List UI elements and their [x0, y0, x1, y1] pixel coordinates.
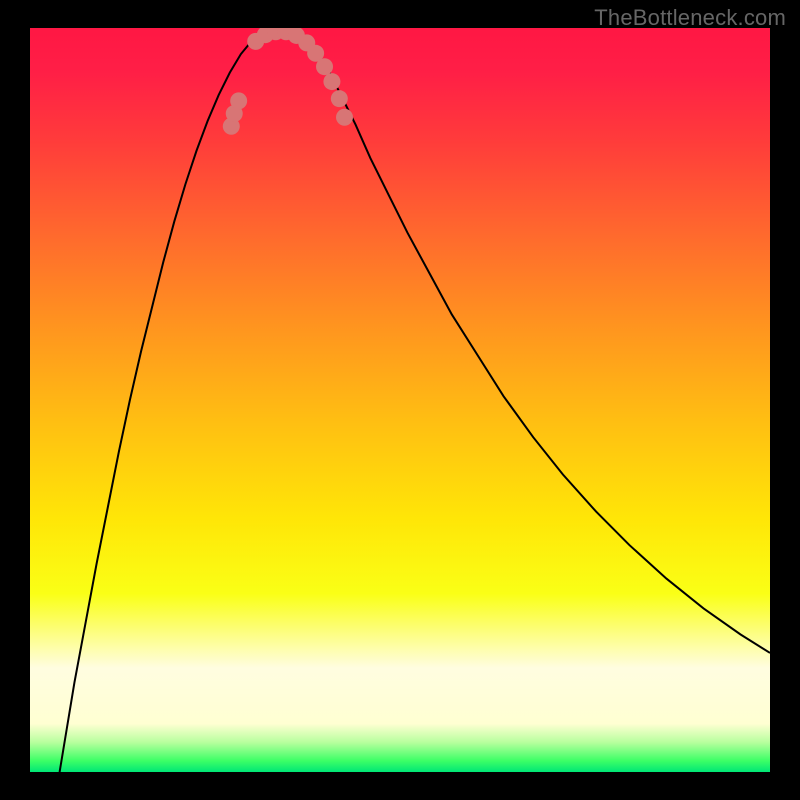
plot-area — [30, 28, 770, 772]
chart-svg — [30, 28, 770, 772]
data-marker — [323, 73, 340, 90]
gradient-background — [30, 28, 770, 772]
data-marker — [316, 58, 333, 75]
data-marker — [336, 109, 353, 126]
data-marker — [230, 92, 247, 109]
page-root: TheBottleneck.com — [0, 0, 800, 800]
data-marker — [331, 90, 348, 107]
